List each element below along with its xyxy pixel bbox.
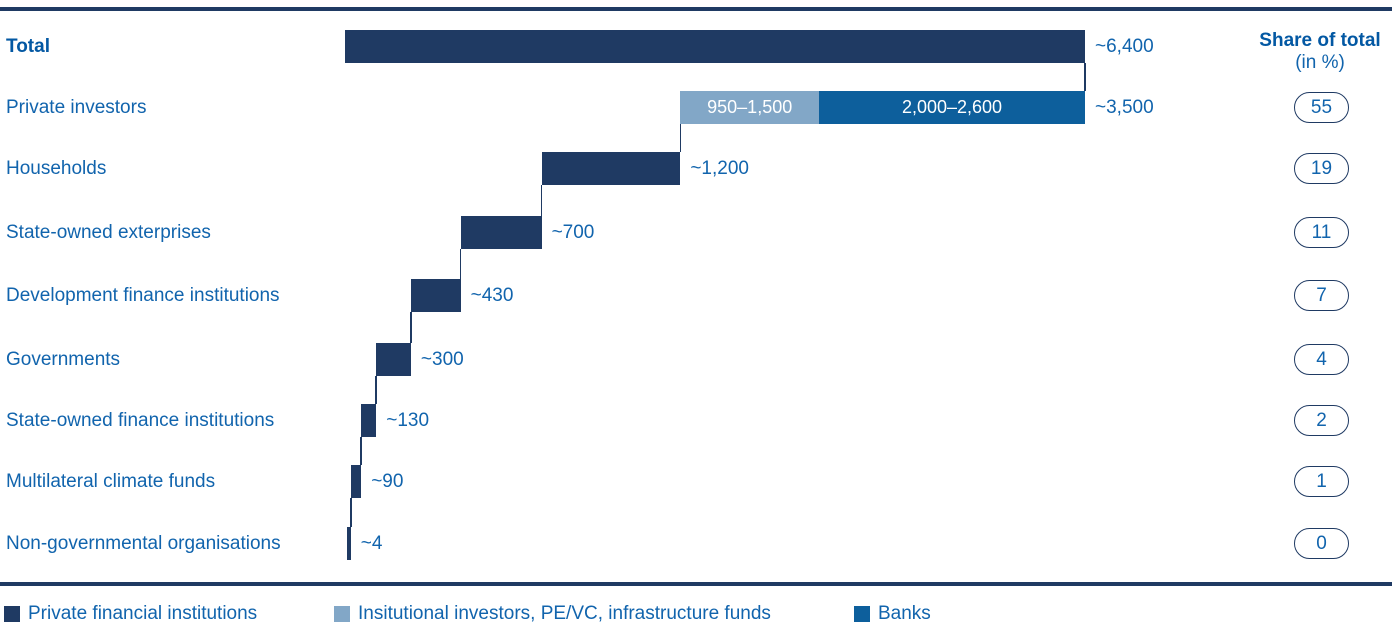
row-label: Development finance institutions — [6, 284, 280, 306]
row-label: State-owned exterprises — [6, 221, 211, 243]
bar — [350, 465, 362, 498]
connector-line — [679, 124, 682, 152]
connector-line — [459, 249, 462, 279]
connector-line — [1084, 63, 1086, 91]
share-badge: 2 — [1294, 404, 1349, 436]
legend-label: Insitutional investors, PE/VC, infrastru… — [358, 603, 771, 624]
connector-line — [410, 312, 412, 343]
connector-line — [360, 437, 362, 465]
bar-segment: 2,000–2,600 — [819, 91, 1085, 124]
row-label: Non-governmental organisations — [6, 532, 281, 554]
bottom-rule — [0, 582, 1392, 586]
value-label: ~3,500 — [1095, 96, 1154, 118]
connector-line — [375, 376, 377, 404]
row-label: Multilateral climate funds — [6, 470, 216, 492]
legend-swatch — [334, 606, 350, 622]
legend-label: Banks — [878, 603, 931, 624]
share-of-total-title: Share of total — [1259, 30, 1381, 51]
share-badge: 19 — [1294, 152, 1349, 184]
share-badge: 4 — [1294, 343, 1349, 375]
row-label: Private investors — [6, 96, 147, 118]
value-label: ~1,200 — [690, 157, 749, 179]
row-label: Governments — [6, 348, 121, 370]
share-of-total-unit: (in %) — [1295, 52, 1345, 73]
share-badge: 7 — [1294, 279, 1349, 311]
legend-label: Private financial institutions — [28, 603, 258, 624]
connector-line — [350, 498, 352, 527]
value-label: ~6,400 — [1095, 35, 1154, 57]
bar — [361, 404, 377, 437]
legend-swatch — [4, 606, 20, 622]
bar — [460, 216, 542, 249]
value-label: ~130 — [386, 409, 430, 431]
legend-swatch — [854, 606, 870, 622]
value-label: ~90 — [371, 470, 404, 492]
bar — [376, 343, 411, 376]
value-label: ~700 — [551, 221, 595, 243]
bar — [410, 279, 461, 312]
row-label: Total — [6, 35, 50, 57]
connector-line — [540, 185, 543, 216]
share-badge: 11 — [1294, 216, 1349, 248]
bar — [346, 527, 351, 560]
value-label: ~430 — [470, 284, 514, 306]
bar — [345, 30, 1085, 63]
bar-segment: 950–1,500 — [680, 91, 820, 124]
share-badge: 55 — [1294, 91, 1349, 123]
row-label: State-owned finance institutions — [6, 409, 275, 431]
top-rule — [0, 7, 1392, 11]
value-label: ~300 — [420, 348, 464, 370]
row-label: Households — [6, 157, 107, 179]
share-badge: 1 — [1294, 465, 1349, 497]
value-label: ~4 — [360, 532, 383, 554]
share-of-total-header: Share of total (in %) — [1248, 30, 1392, 74]
bar — [541, 152, 681, 185]
share-badge: 0 — [1294, 527, 1349, 559]
